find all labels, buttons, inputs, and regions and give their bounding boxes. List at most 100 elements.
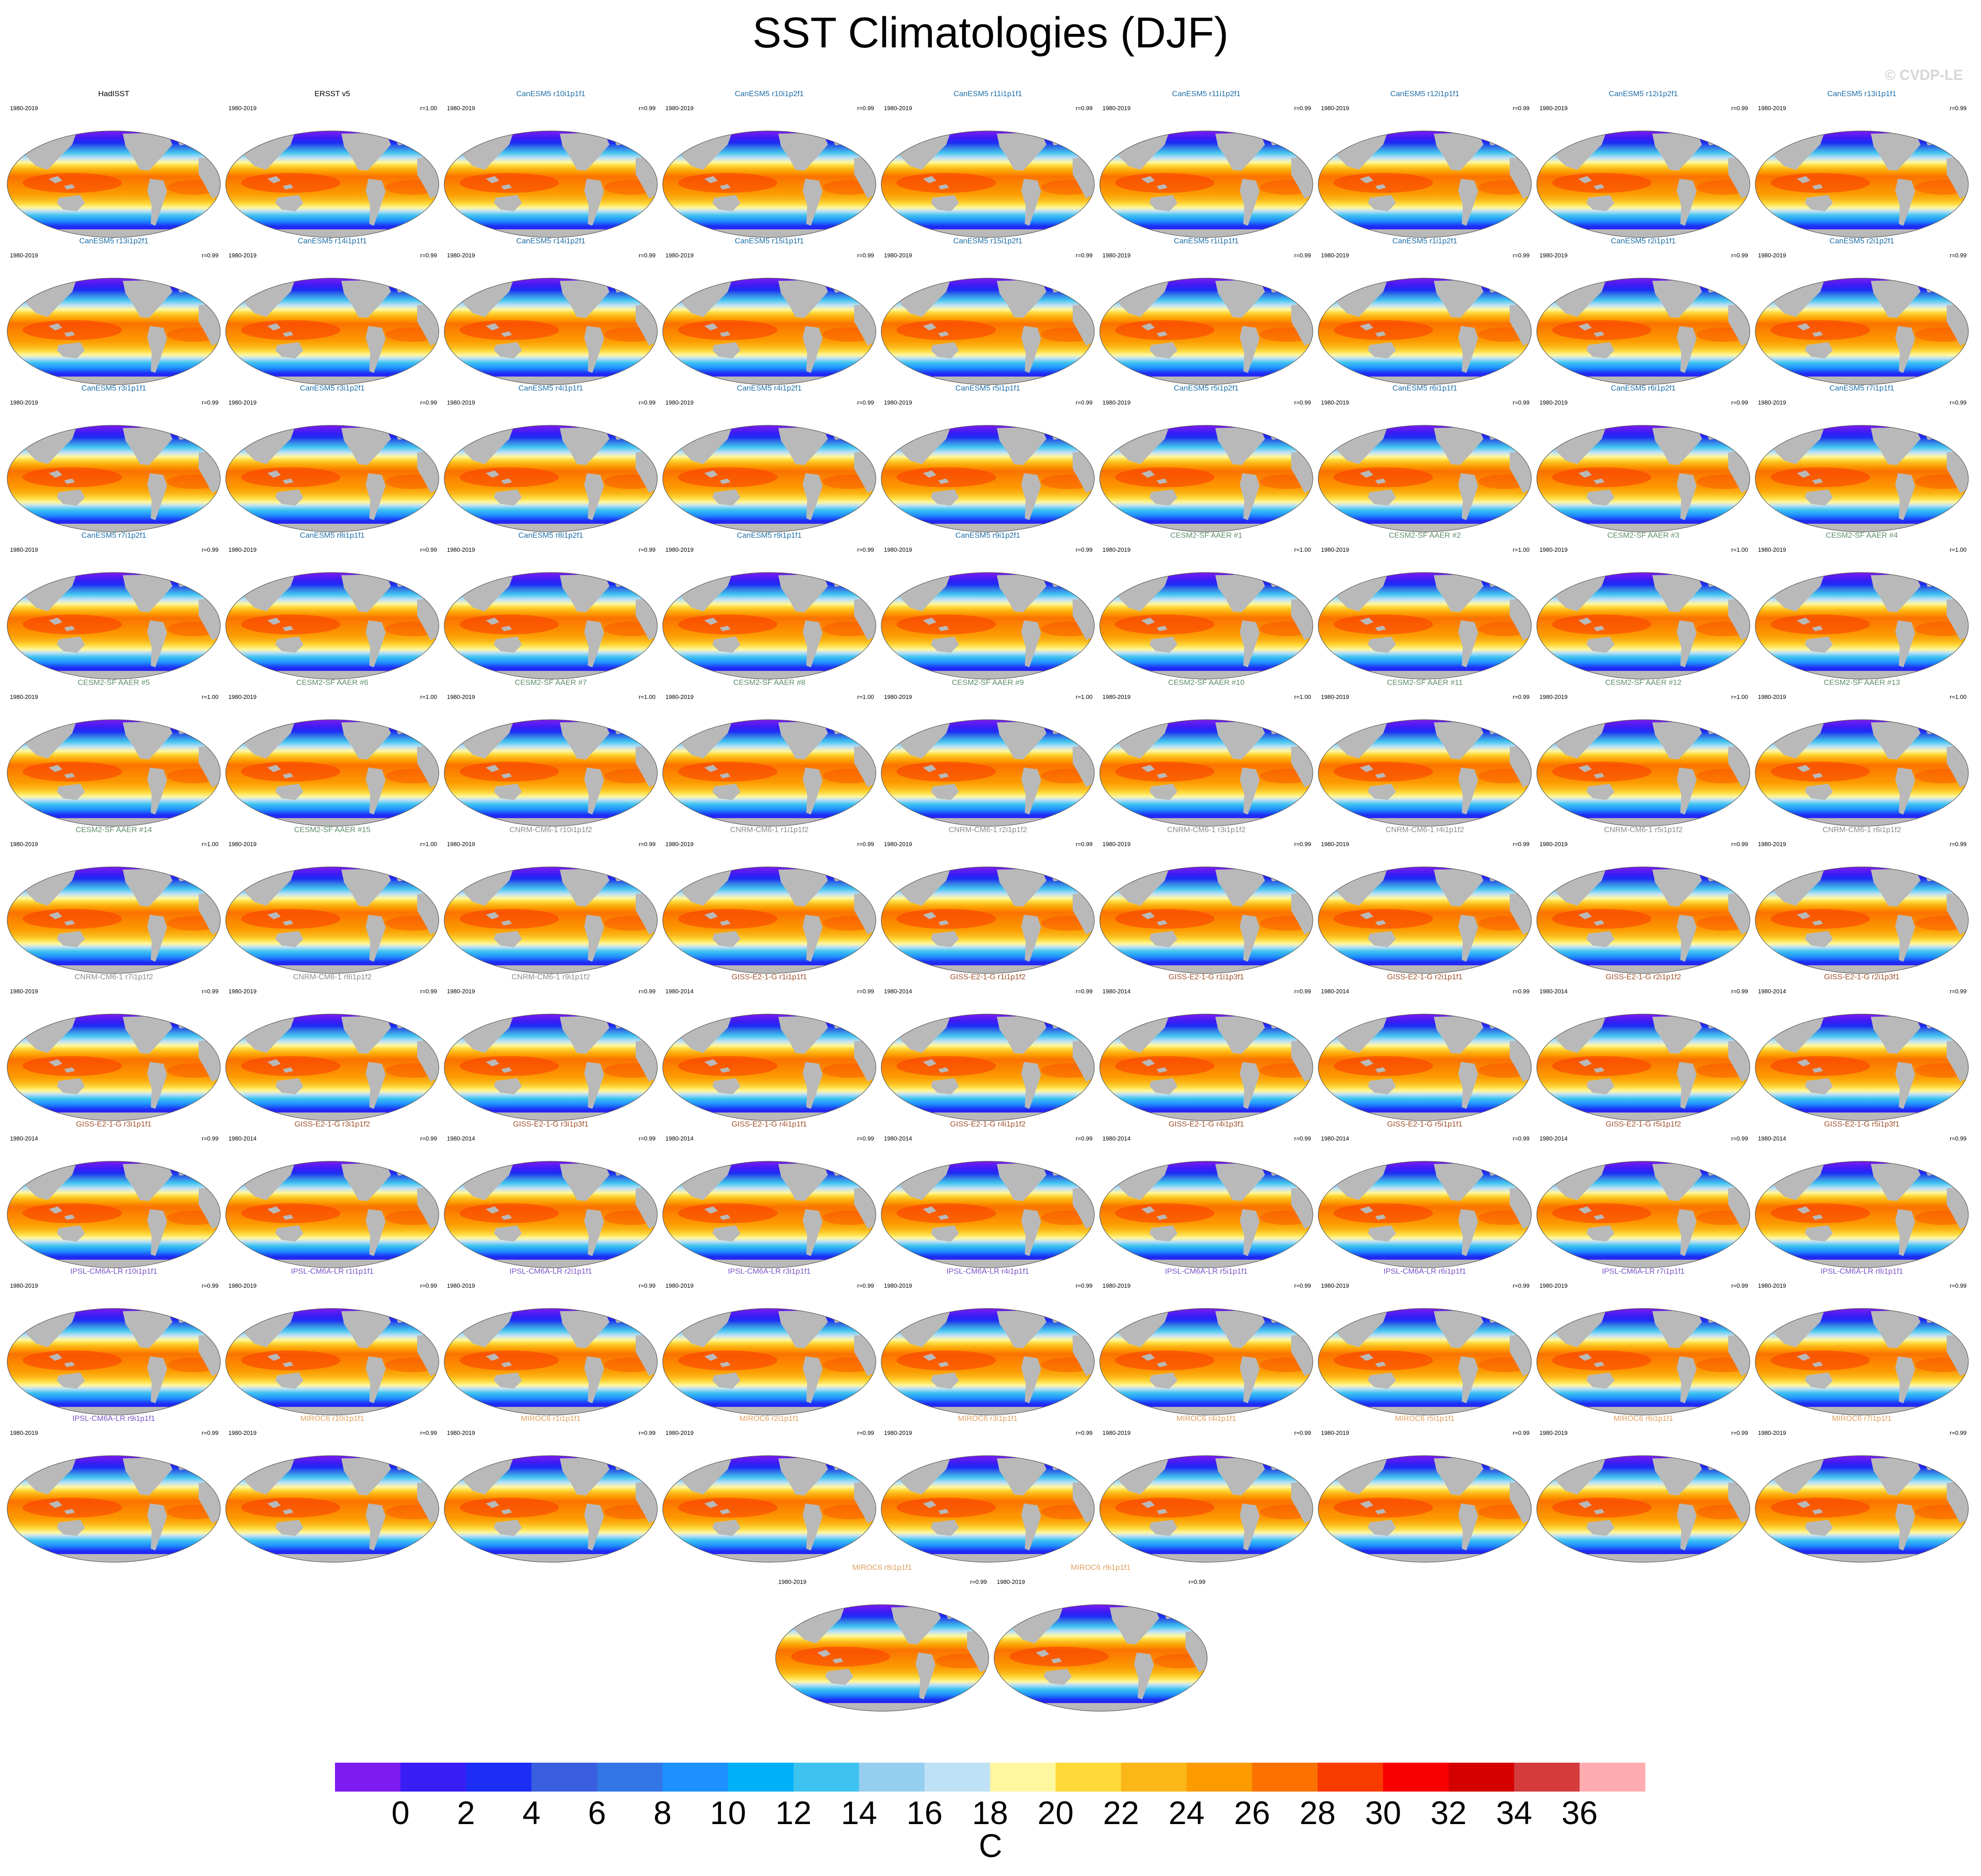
panel-title: CanESM5 r14i1p2f1 [516,237,586,245]
sst-map [662,130,876,238]
sst-map [1755,1308,1969,1415]
sst-map [1536,278,1750,385]
panel-years: 1980-2019 [228,988,257,995]
map-panel: CanESM5 r13i1p1f1 1980-2019 r=0.99 [1753,89,1971,239]
sst-map [1099,1014,1313,1121]
map-panel: CanESM5 r2i1p1f1 1980-2019 r=0.99 [1534,237,1753,386]
panel-title: CanESM5 r5i1p1f1 [955,384,1020,392]
panel-correlation: r=0.99 [1512,1135,1530,1142]
panel-years: 1980-2019 [1539,399,1568,406]
panel-years: 1980-2019 [997,1578,1025,1585]
panel-years: 1980-2019 [884,1282,912,1289]
panel-title: CanESM5 r13i1p1f1 [1827,89,1897,98]
panel-correlation: r=1.00 [1294,546,1311,553]
map-panel: CanESM5 r1i1p2f1 1980-2019 r=0.99 [1316,237,1534,386]
panel-correlation: r=1.00 [1949,546,1967,553]
panel-years: 1980-2019 [10,546,38,553]
sst-map [444,572,658,680]
map-panel: GISS-E2-1-G r2i1p3f1 1980-2014 r=0.99 [1753,973,1971,1122]
panel-title: IPSL-CM6A-LR r9i1p1f1 [72,1414,155,1423]
colorbar-swatch [597,1763,663,1792]
panel-years: 1980-2019 [228,1282,257,1289]
panel-title: CNRM-CM6-1 r5i1p1f2 [1604,825,1683,834]
map-panel: CNRM-CM6-1 r10i1p1f2 1980-2019 r=0.99 [442,825,660,975]
map-panel: CESM2-SF AAER #15 1980-2019 r=1.00 [223,825,442,975]
map-panel: ERSST v5 1980-2019 r=1.00 [223,89,442,239]
panel-correlation: r=0.99 [420,1429,437,1436]
panel-correlation: r=0.99 [638,399,656,406]
panel-title: GISS-E2-1-G r1i1p1f1 [731,973,807,981]
map-panel: CanESM5 r8i1p2f1 1980-2019 r=0.99 [442,531,660,681]
map-panel: CESM2-SF AAER #13 1980-2019 r=1.00 [1753,678,1971,828]
panel-years: 1980-2019 [447,988,475,995]
panel-correlation: r=0.99 [638,546,656,553]
panel-title: IPSL-CM6A-LR r7i1p1f1 [1602,1267,1685,1275]
panel-years: 1980-2019 [1321,694,1349,700]
panel-title: CESM2-SF AAER #10 [1168,678,1245,687]
sst-map [225,1455,439,1563]
panel-title: CanESM5 r6i1p1f1 [1392,384,1457,392]
sst-map [662,1455,876,1563]
sst-map [7,572,221,680]
sst-map [225,719,439,827]
sst-map [444,1308,658,1415]
panel-title: CNRM-CM6-1 r1i1p1f2 [730,825,809,834]
panel-correlation: r=0.99 [201,1429,219,1436]
sst-map [444,1014,658,1121]
sst-map [1318,425,1532,532]
panel-title: CanESM5 r7i1p1f1 [1829,384,1894,392]
sst-map [1318,572,1532,680]
map-panel: GISS-E2-1-G r3i1p3f1 1980-2014 r=0.99 [442,1120,660,1270]
panel-correlation: r=0.99 [1731,252,1748,259]
colorbar-tick-label: 36 [1562,1795,1598,1831]
map-panel: CanESM5 r14i1p2f1 1980-2019 r=0.99 [442,237,660,386]
panel-title: HadISST [98,89,130,98]
panel-correlation: r=0.99 [1075,105,1093,112]
map-panel: CESM2-SF AAER #10 1980-2019 r=1.00 [1097,678,1316,828]
map-panel: GISS-E2-1-G r5i1p3f1 1980-2014 r=0.99 [1753,1120,1971,1270]
sst-map [1099,1308,1313,1415]
map-panel: CanESM5 r1i1p1f1 1980-2019 r=0.99 [1097,237,1316,386]
sst-map [881,866,1095,974]
map-panel: MIROC6 r7i1p1f1 1980-2019 r=0.99 [1753,1414,1971,1564]
panel-title: CESM2-SF AAER #14 [75,825,152,834]
panel-years: 1980-2019 [447,1429,475,1436]
sst-map [881,1308,1095,1415]
colorbar-swatch [335,1763,401,1792]
panel-title: CanESM5 r1i1p1f1 [1174,237,1239,245]
sst-map [444,866,658,974]
map-panel: CESM2-SF AAER #1 1980-2019 r=1.00 [1097,531,1316,681]
panel-correlation: r=0.99 [857,1429,874,1436]
map-panel: IPSL-CM6A-LR r1i1p1f1 1980-2019 r=0.99 [223,1267,442,1417]
panel-title: MIROC6 r8i1p1f1 [852,1563,912,1572]
panel-years: 1980-2014 [1321,988,1349,995]
panel-correlation: r=0.99 [420,988,437,995]
panel-title: CanESM5 r8i1p1f1 [300,531,365,540]
panel-years: 1980-2019 [447,1282,475,1289]
map-panel: CNRM-CM6-1 r9i1p1f2 1980-2019 r=0.99 [442,973,660,1122]
panel-title: CanESM5 r5i1p2f1 [1174,384,1239,392]
sst-map [1099,425,1313,532]
map-panel: CanESM5 r2i1p2f1 1980-2019 r=0.99 [1753,237,1971,386]
panel-years: 1980-2019 [1321,1282,1349,1289]
panel-correlation: r=0.99 [420,1135,437,1142]
map-panel: CESM2-SF AAER #2 1980-2019 r=1.00 [1316,531,1534,681]
panel-title: CanESM5 r1i1p2f1 [1392,237,1457,245]
sst-map [775,1604,989,1712]
map-panel: CanESM5 r5i1p2f1 1980-2019 r=0.99 [1097,384,1316,534]
sst-map [662,1161,876,1268]
sst-map [225,1014,439,1121]
sst-map [1755,1161,1969,1268]
panel-title: CESM2-SF AAER #8 [733,678,805,687]
map-panel: CanESM5 r6i1p2f1 1980-2019 r=0.99 [1534,384,1753,534]
colorbar-swatch [728,1763,794,1792]
sst-map [1099,130,1313,238]
panel-correlation: r=0.99 [1075,841,1093,847]
map-panel: CanESM5 r11i1p1f1 1980-2019 r=0.99 [879,89,1097,239]
sst-map [1755,278,1969,385]
panel-correlation: r=0.99 [638,988,656,995]
panel-years: 1980-2019 [10,1282,38,1289]
sst-map [1755,1455,1969,1563]
panel-title: CanESM5 r3i1p2f1 [300,384,365,392]
sst-map [1318,278,1532,385]
